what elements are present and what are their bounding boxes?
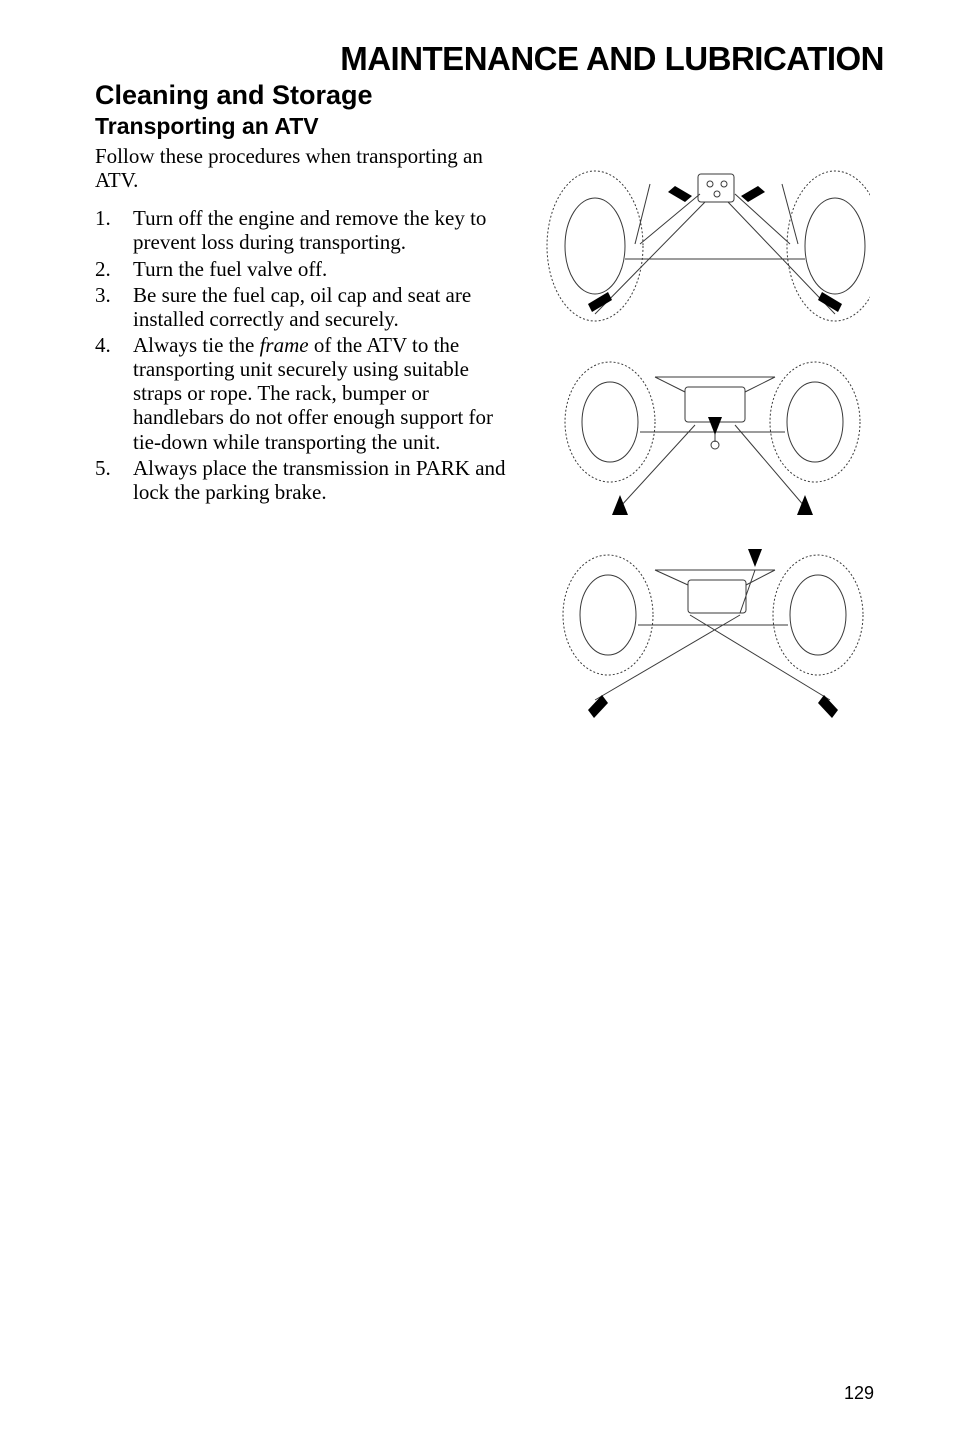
item-text: Turn the fuel valve off.: [133, 257, 507, 281]
item-number: 4.: [95, 333, 133, 454]
list-item: 3. Be sure the fuel cap, oil cap and sea…: [95, 283, 507, 331]
text-column: Follow these procedures when transportin…: [95, 144, 525, 728]
atv-rear-outward-tiedown-diagram: [540, 347, 870, 527]
item-number: 3.: [95, 283, 133, 331]
atv-rear-crossed-tiedown-diagram: [540, 535, 870, 720]
item-number: 2.: [95, 257, 133, 281]
item-number: 5.: [95, 456, 133, 504]
italic-text: frame: [260, 333, 309, 357]
sub-title: Transporting an ATV: [95, 113, 884, 140]
main-title: MAINTENANCE AND LUBRICATION: [95, 40, 884, 78]
item-number: 1.: [95, 206, 133, 254]
item-text: Be sure the fuel cap, oil cap and seat a…: [133, 283, 507, 331]
item-text: Turn off the engine and remove the key t…: [133, 206, 507, 254]
diagram-column: [525, 144, 884, 728]
item-text: Always place the transmission in PARK an…: [133, 456, 507, 504]
list-item: 2. Turn the fuel valve off.: [95, 257, 507, 281]
list-item: 1. Turn off the engine and remove the ke…: [95, 206, 507, 254]
atv-front-tiedown-diagram: [540, 144, 870, 339]
item-text: Always tie the frame of the ATV to the t…: [133, 333, 507, 454]
list-item: 4. Always tie the frame of the ATV to th…: [95, 333, 507, 454]
list-item: 5. Always place the transmission in PARK…: [95, 456, 507, 504]
content-columns: Follow these procedures when transportin…: [95, 144, 884, 728]
procedure-list: 1. Turn off the engine and remove the ke…: [95, 206, 507, 504]
section-title: Cleaning and Storage: [95, 80, 884, 111]
page-number: 129: [844, 1383, 874, 1404]
text-fragment: Always tie the: [133, 333, 260, 357]
intro-paragraph: Follow these procedures when transportin…: [95, 144, 507, 192]
